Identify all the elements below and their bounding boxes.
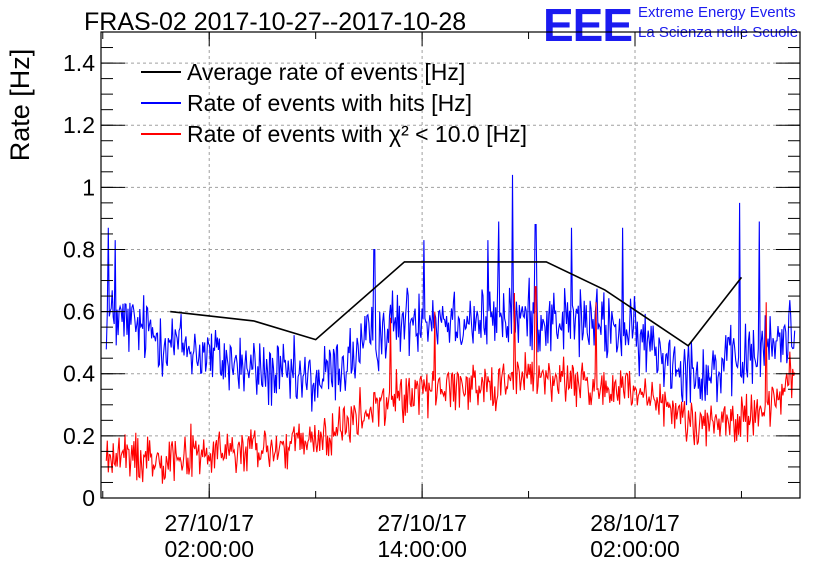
eee-logo: EEE [543, 0, 633, 51]
series-hits-line [105, 174, 796, 412]
y-axis-label: Rate [Hz] [5, 49, 35, 162]
series-layer [105, 174, 796, 484]
x-tick-label-time: 02:00:00 [590, 536, 680, 562]
x-tick-label-date: 27/10/17 [377, 510, 467, 536]
y-tick-label: 1.4 [63, 50, 95, 76]
x-tick-label-time: 14:00:00 [377, 536, 467, 562]
legend-hits-label: Rate of events with hits [Hz] [187, 90, 472, 116]
y-tick-label: 0.6 [63, 299, 95, 325]
x-tick-label-date: 28/10/17 [590, 510, 680, 536]
legend-average-label: Average rate of events [Hz] [187, 59, 465, 85]
series-average-line [170, 261, 743, 347]
y-tick-label: 0.4 [63, 361, 95, 387]
legend-chi2-label: Rate of events with χ² < 10.0 [Hz] [187, 121, 527, 147]
logo-subtitle-line1: Extreme Energy Events [638, 4, 796, 21]
series-chi2-line [105, 286, 796, 484]
legend: Average rate of events [Hz] Rate of event… [141, 59, 527, 147]
x-tick-label-date: 27/10/17 [164, 510, 254, 536]
chart-title: FRAS-02 2017-10-27--2017-10-28 [84, 8, 467, 36]
y-tick-label: 1 [82, 174, 95, 200]
y-tick-label: 0.8 [63, 236, 95, 262]
axis-ticks: 00.20.40.60.811.21.427/10/1702:00:0027/1… [63, 31, 800, 562]
y-tick-label: 0.2 [63, 423, 95, 449]
y-tick-label: 1.2 [63, 112, 95, 138]
x-tick-label-time: 02:00:00 [164, 536, 254, 562]
y-tick-label: 0 [82, 485, 95, 511]
